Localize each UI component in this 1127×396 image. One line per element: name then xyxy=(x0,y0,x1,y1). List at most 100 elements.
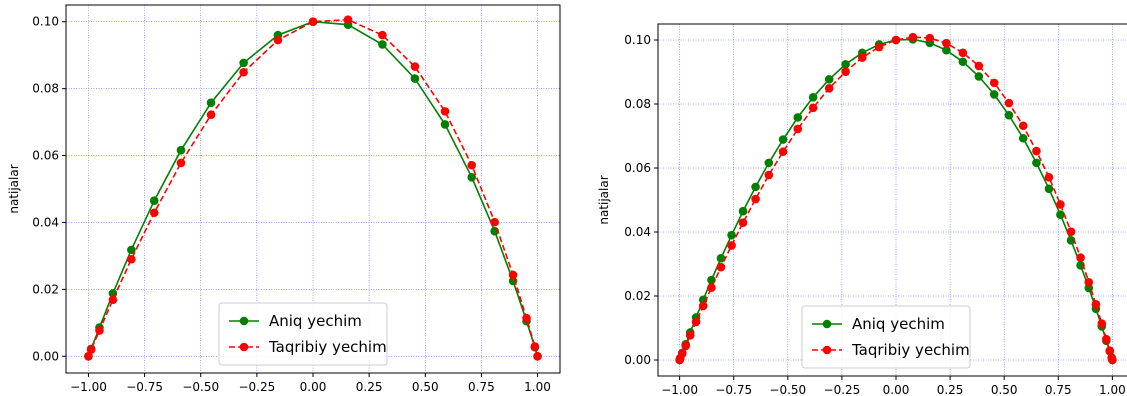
data-point xyxy=(989,78,999,88)
y-tick-label: 0.06 xyxy=(624,161,651,175)
data-point xyxy=(793,113,803,122)
data-point xyxy=(764,170,774,180)
plot-frame xyxy=(657,23,1127,377)
data-point xyxy=(239,58,248,68)
y-tick-label: 0.00 xyxy=(32,349,59,363)
data-point xyxy=(308,17,318,27)
data-point xyxy=(778,135,788,144)
x-tick-label: −0.75 xyxy=(715,383,752,396)
x-tick-label: 0.50 xyxy=(412,380,439,394)
data-point xyxy=(533,351,542,361)
data-point xyxy=(685,331,695,340)
plot-area xyxy=(84,15,542,361)
x-tick-label: −0.75 xyxy=(126,380,163,394)
data-point xyxy=(1018,133,1028,143)
data-point xyxy=(1066,227,1076,236)
data-point xyxy=(808,103,818,113)
data-point xyxy=(1032,146,1041,156)
data-point xyxy=(490,217,499,227)
y-tick-label: 0.08 xyxy=(624,97,651,111)
x-tick-label: 0.25 xyxy=(356,380,383,394)
data-point xyxy=(127,245,136,255)
data-point xyxy=(378,30,387,40)
data-point xyxy=(727,230,736,240)
data-point xyxy=(239,67,248,77)
data-point xyxy=(1108,355,1117,365)
series-line xyxy=(678,36,1114,361)
x-tick-label: 0.00 xyxy=(300,380,327,394)
data-point xyxy=(84,351,93,361)
data-point xyxy=(1018,121,1028,131)
data-point xyxy=(206,110,216,120)
data-point xyxy=(891,35,901,45)
data-point xyxy=(1056,200,1065,209)
y-axis-label: natijalar xyxy=(597,175,611,224)
legend-label: Aniq yechim xyxy=(269,312,362,330)
legend: Aniq yechim Taqribiy yechim xyxy=(218,302,388,366)
x-tick-label: −0.50 xyxy=(769,383,806,396)
legend-box xyxy=(801,305,971,369)
data-point xyxy=(1044,184,1054,194)
data-point xyxy=(793,124,803,134)
data-point xyxy=(942,45,951,55)
data-point xyxy=(343,15,353,25)
data-point xyxy=(86,345,96,354)
y-tick-label: 0.04 xyxy=(32,215,59,229)
data-point xyxy=(440,107,450,116)
y-tick-label: 0.02 xyxy=(32,282,59,296)
data-point xyxy=(273,35,283,45)
legend-label: Taqribiy yechim xyxy=(268,338,387,356)
data-point xyxy=(958,57,968,67)
legend-marker xyxy=(239,342,249,352)
x-tick-label: 0.00 xyxy=(883,383,910,396)
x-tick-label: −1.00 xyxy=(661,383,698,396)
x-tick-label: 0.25 xyxy=(937,383,964,396)
data-point xyxy=(149,208,159,218)
data-point xyxy=(149,196,159,206)
data-point xyxy=(206,98,216,107)
data-point xyxy=(698,301,708,311)
data-point xyxy=(1066,236,1076,245)
data-point xyxy=(691,317,701,327)
y-axis-label: natijalar xyxy=(7,164,21,213)
legend-label: Aniq yechim xyxy=(852,315,945,333)
legend-marker xyxy=(822,345,832,355)
data-point xyxy=(1091,300,1101,309)
data-point xyxy=(751,182,760,192)
data-point xyxy=(1044,172,1054,182)
data-point xyxy=(738,206,748,216)
x-tick-label: −1.00 xyxy=(70,380,107,394)
data-point xyxy=(1105,346,1115,356)
data-point xyxy=(925,33,935,43)
data-point xyxy=(841,67,850,76)
data-point xyxy=(508,270,518,280)
data-point xyxy=(958,48,968,58)
data-point xyxy=(1004,110,1014,120)
data-point xyxy=(1056,210,1065,220)
data-point xyxy=(751,194,760,204)
legend-box xyxy=(218,302,388,366)
data-point xyxy=(467,160,477,170)
data-point xyxy=(824,75,834,84)
data-point xyxy=(738,218,748,228)
data-point xyxy=(440,120,450,129)
y-tick-label: 0.08 xyxy=(32,82,59,96)
data-point xyxy=(1032,158,1041,168)
data-point xyxy=(410,74,420,83)
data-point xyxy=(176,145,186,155)
data-point xyxy=(467,172,477,182)
y-tick-label: 0.10 xyxy=(624,33,651,47)
data-point xyxy=(974,61,984,71)
x-tick-label: −0.25 xyxy=(238,380,275,394)
data-point xyxy=(841,60,850,69)
data-point xyxy=(1076,260,1085,270)
data-point xyxy=(874,42,884,52)
data-point xyxy=(764,158,774,168)
data-point xyxy=(727,241,736,250)
y-tick-label: 0.02 xyxy=(624,289,651,303)
data-point xyxy=(410,62,420,71)
x-tick-label: 0.50 xyxy=(991,383,1018,396)
data-point xyxy=(681,341,690,351)
plot-area xyxy=(675,32,1117,365)
data-point xyxy=(908,32,918,42)
